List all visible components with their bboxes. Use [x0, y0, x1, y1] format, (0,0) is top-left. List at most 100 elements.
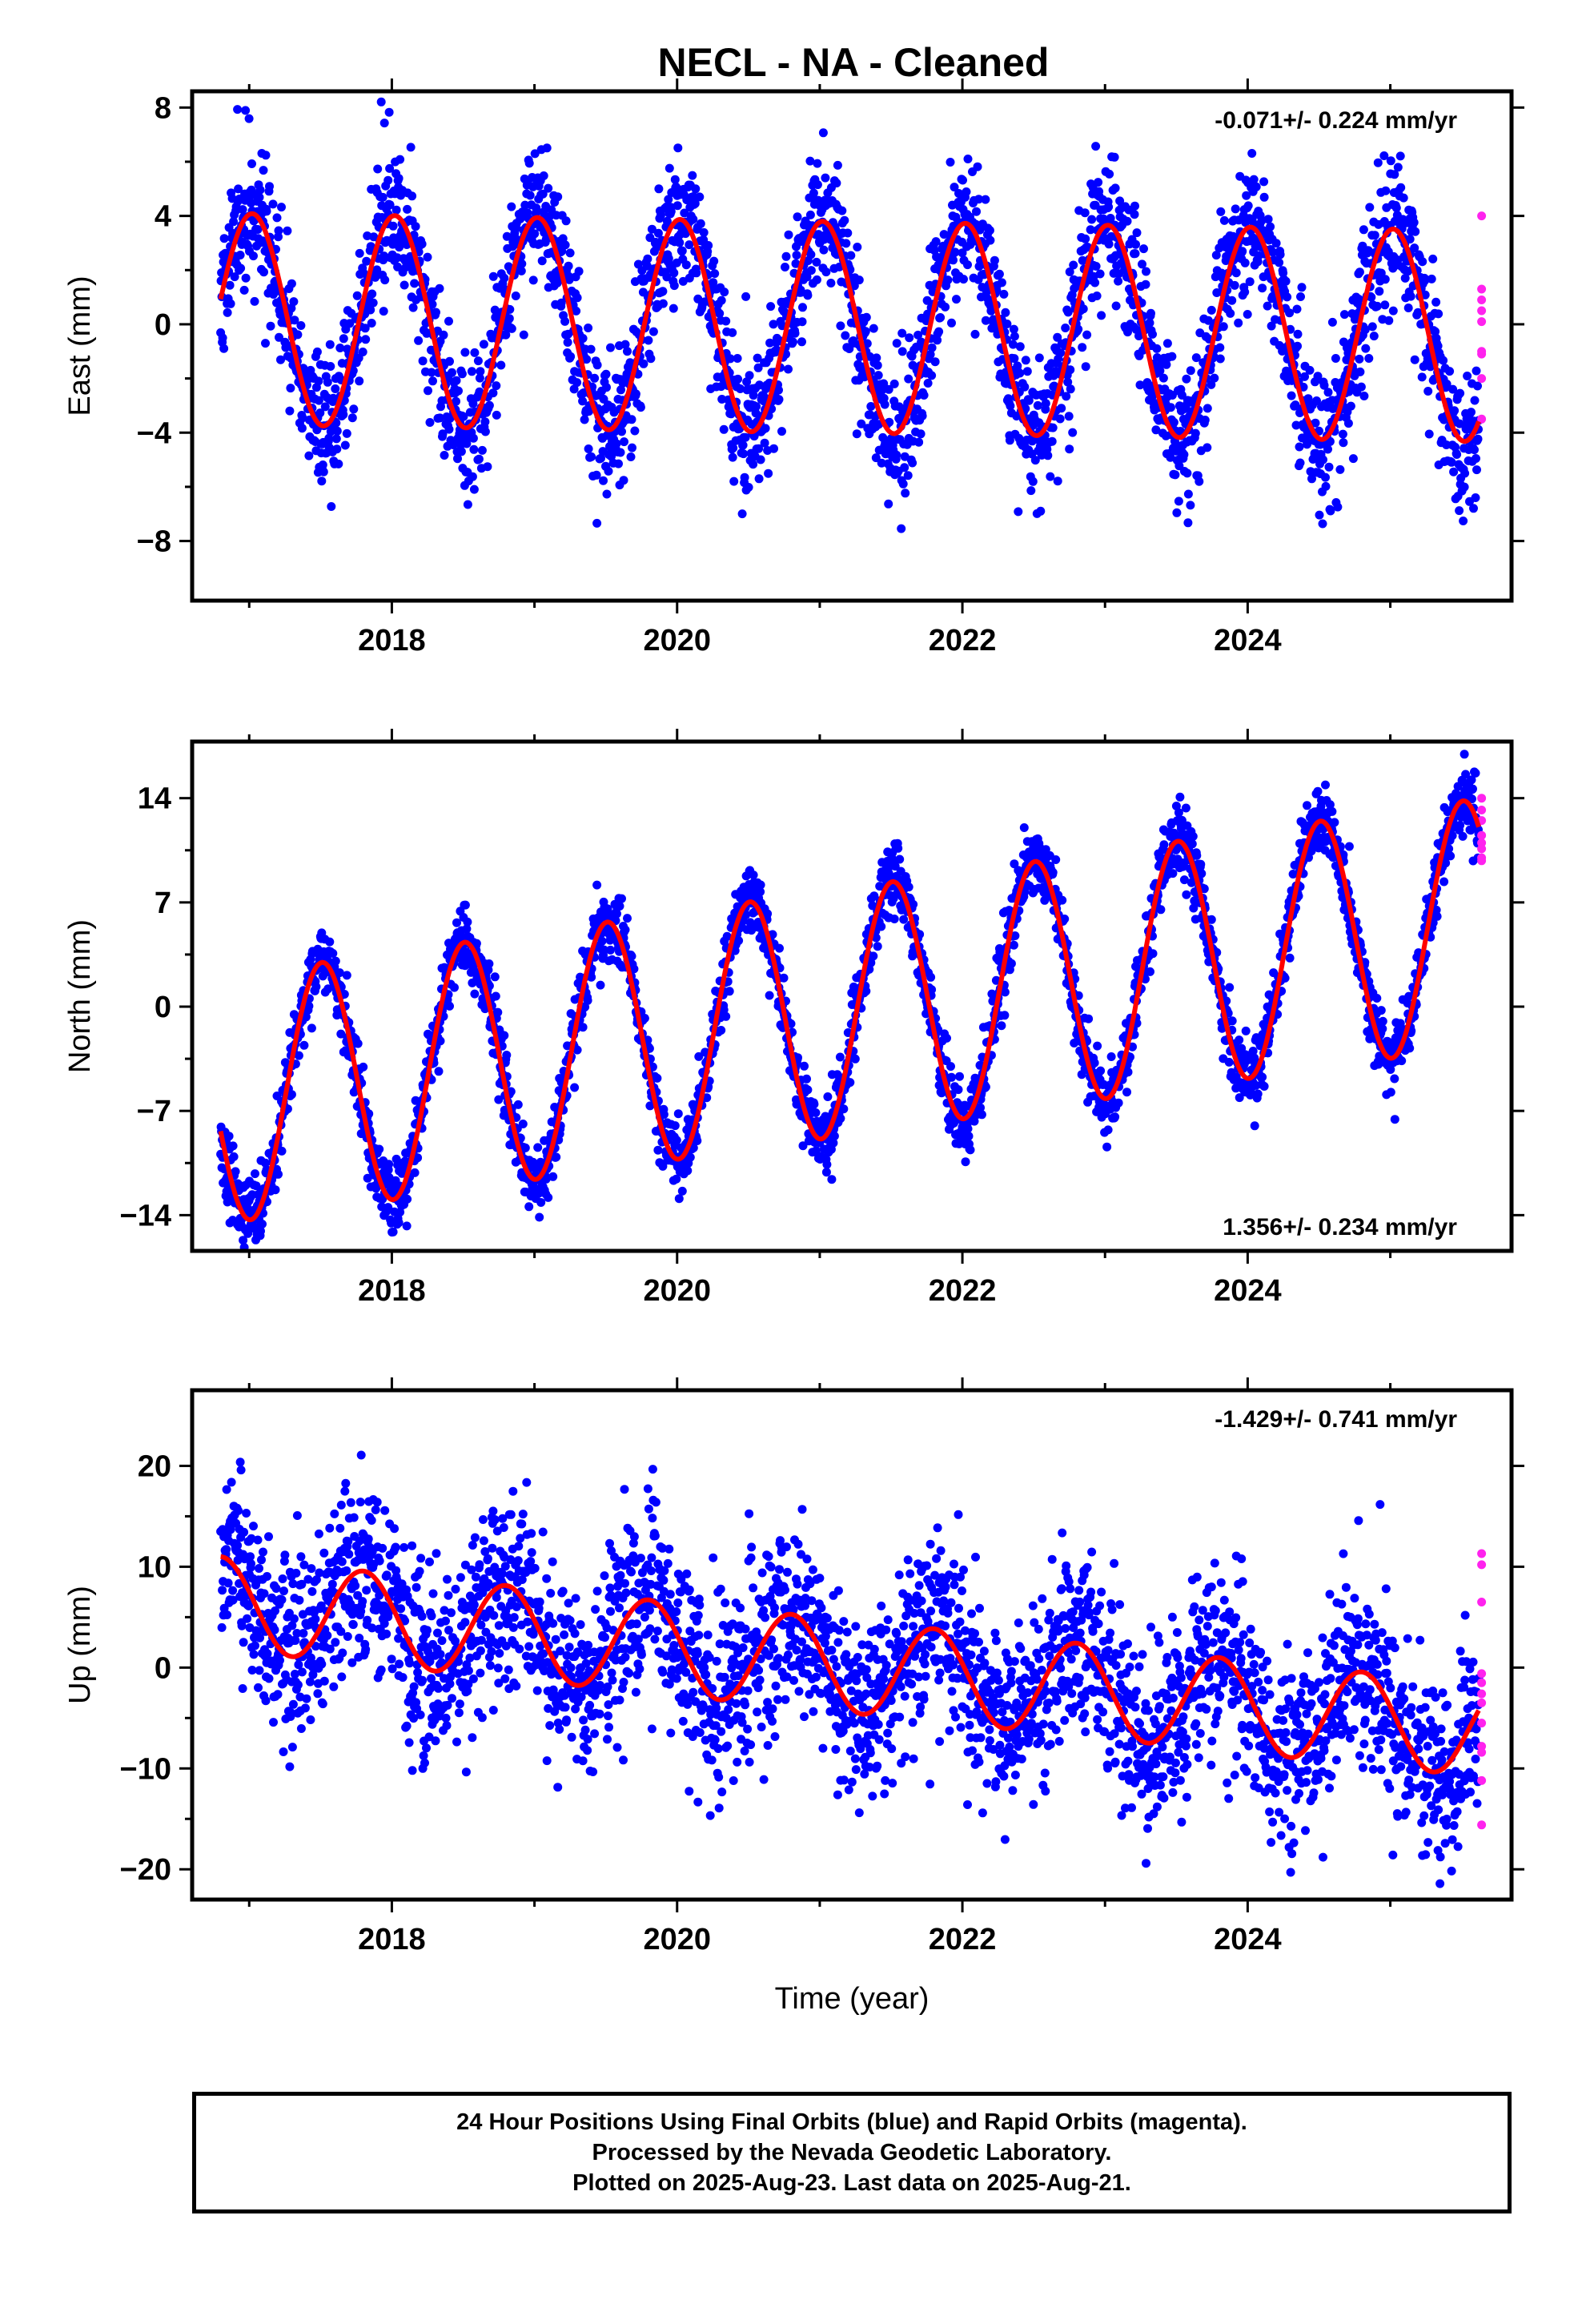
final-orbit-point [725, 354, 735, 364]
final-orbit-point [620, 340, 630, 349]
final-orbit-point [492, 410, 501, 420]
final-orbit-point [1234, 318, 1243, 328]
final-orbit-point [475, 373, 484, 383]
final-orbit-point [450, 983, 459, 992]
final-orbit-point [1384, 316, 1394, 325]
rapid-orbit-point [1477, 306, 1487, 316]
final-orbit-point [1420, 275, 1430, 285]
final-orbit-point [536, 1157, 545, 1167]
final-orbit-point [268, 199, 278, 209]
final-orbit-point [606, 945, 615, 955]
final-orbit-point [819, 245, 829, 255]
final-orbit-point [1000, 1011, 1010, 1020]
final-orbit-point [805, 210, 815, 219]
final-orbit-point [1361, 344, 1371, 353]
final-orbit-point [536, 1198, 546, 1207]
final-orbit-point [841, 331, 850, 340]
final-orbit-point [797, 337, 806, 347]
final-orbit-point [459, 412, 468, 421]
final-orbit-point [1080, 208, 1090, 218]
final-orbit-point [861, 312, 871, 322]
final-orbit-point [1145, 318, 1154, 328]
x-tick-label: 2024 [1214, 624, 1282, 657]
final-orbit-point [1380, 275, 1390, 284]
final-orbit-point [636, 403, 645, 412]
final-orbit-point [1311, 418, 1320, 428]
final-orbit-point [1219, 215, 1229, 225]
final-orbit-point [385, 200, 395, 210]
final-orbit-point [721, 316, 731, 326]
final-orbit-point [1074, 324, 1083, 334]
final-orbit-point [347, 413, 357, 423]
final-orbit-point [236, 263, 246, 273]
final-orbit-point [905, 333, 914, 343]
final-orbit-point [219, 344, 229, 353]
final-orbit-point [973, 162, 982, 171]
final-orbit-point [647, 224, 656, 234]
final-orbit-point [857, 419, 866, 428]
final-orbit-point [846, 251, 856, 260]
final-orbit-point [253, 225, 263, 234]
final-orbit-point [914, 437, 924, 447]
final-orbit-point [963, 155, 973, 163]
final-orbit-point [665, 163, 674, 173]
final-orbit-point [691, 184, 701, 194]
final-orbit-point [1439, 356, 1448, 365]
final-orbit-point [319, 467, 328, 476]
final-orbit-point [469, 444, 479, 454]
final-orbit-point [427, 368, 436, 377]
final-orbit-point [438, 429, 448, 439]
final-orbit-point [1195, 476, 1204, 486]
final-orbit-point [677, 246, 687, 255]
final-orbit-point [530, 149, 540, 159]
final-orbit-point [709, 256, 719, 266]
final-orbit-point [294, 1051, 303, 1060]
final-orbit-point [535, 1212, 544, 1222]
final-orbit-point [893, 843, 903, 853]
final-orbit-point [402, 1221, 412, 1231]
final-orbit-point [849, 281, 859, 291]
final-orbit-point [1433, 341, 1443, 351]
final-orbit-point [666, 207, 676, 216]
final-orbit-point [1472, 465, 1481, 475]
final-orbit-point [1064, 412, 1074, 421]
final-orbit-point [1174, 461, 1184, 471]
final-orbit-point [225, 280, 235, 290]
final-orbit-point [994, 269, 1004, 279]
final-orbit-point [1442, 380, 1452, 388]
final-orbit-point [502, 231, 512, 241]
final-orbit-point [223, 308, 232, 317]
final-orbit-point [1380, 300, 1390, 310]
final-orbit-point [781, 251, 791, 261]
final-orbit-point [941, 302, 950, 312]
final-orbit-point [898, 479, 908, 489]
final-orbit-point [606, 343, 615, 352]
final-orbit-point [226, 299, 235, 308]
final-orbit-point [587, 452, 596, 461]
final-orbit-point [424, 386, 432, 396]
final-orbit-point [1472, 454, 1480, 463]
final-orbit-point [372, 265, 382, 275]
final-orbit-point [812, 275, 821, 284]
final-orbit-point [1452, 450, 1462, 459]
final-orbit-point [904, 883, 913, 892]
final-orbit-point [623, 347, 632, 356]
final-orbit-point [1055, 414, 1065, 424]
final-orbit-point [1449, 467, 1459, 476]
final-orbit-point [1321, 481, 1331, 491]
final-orbit-point [1110, 183, 1120, 193]
final-orbit-point [1169, 417, 1178, 427]
final-orbit-point [916, 429, 926, 439]
final-orbit-point [1470, 396, 1480, 405]
final-orbit-point [1065, 444, 1074, 454]
final-orbit-point [1001, 308, 1010, 317]
final-orbit-point [1275, 258, 1284, 267]
final-orbit-point [342, 428, 351, 438]
final-orbit-point [1231, 268, 1241, 278]
final-orbit-point [1019, 823, 1029, 832]
final-orbit-point [262, 207, 271, 216]
final-orbit-point [1359, 225, 1368, 235]
final-orbit-point [853, 243, 862, 251]
final-orbit-point [1212, 288, 1222, 297]
final-orbit-point [584, 444, 593, 453]
